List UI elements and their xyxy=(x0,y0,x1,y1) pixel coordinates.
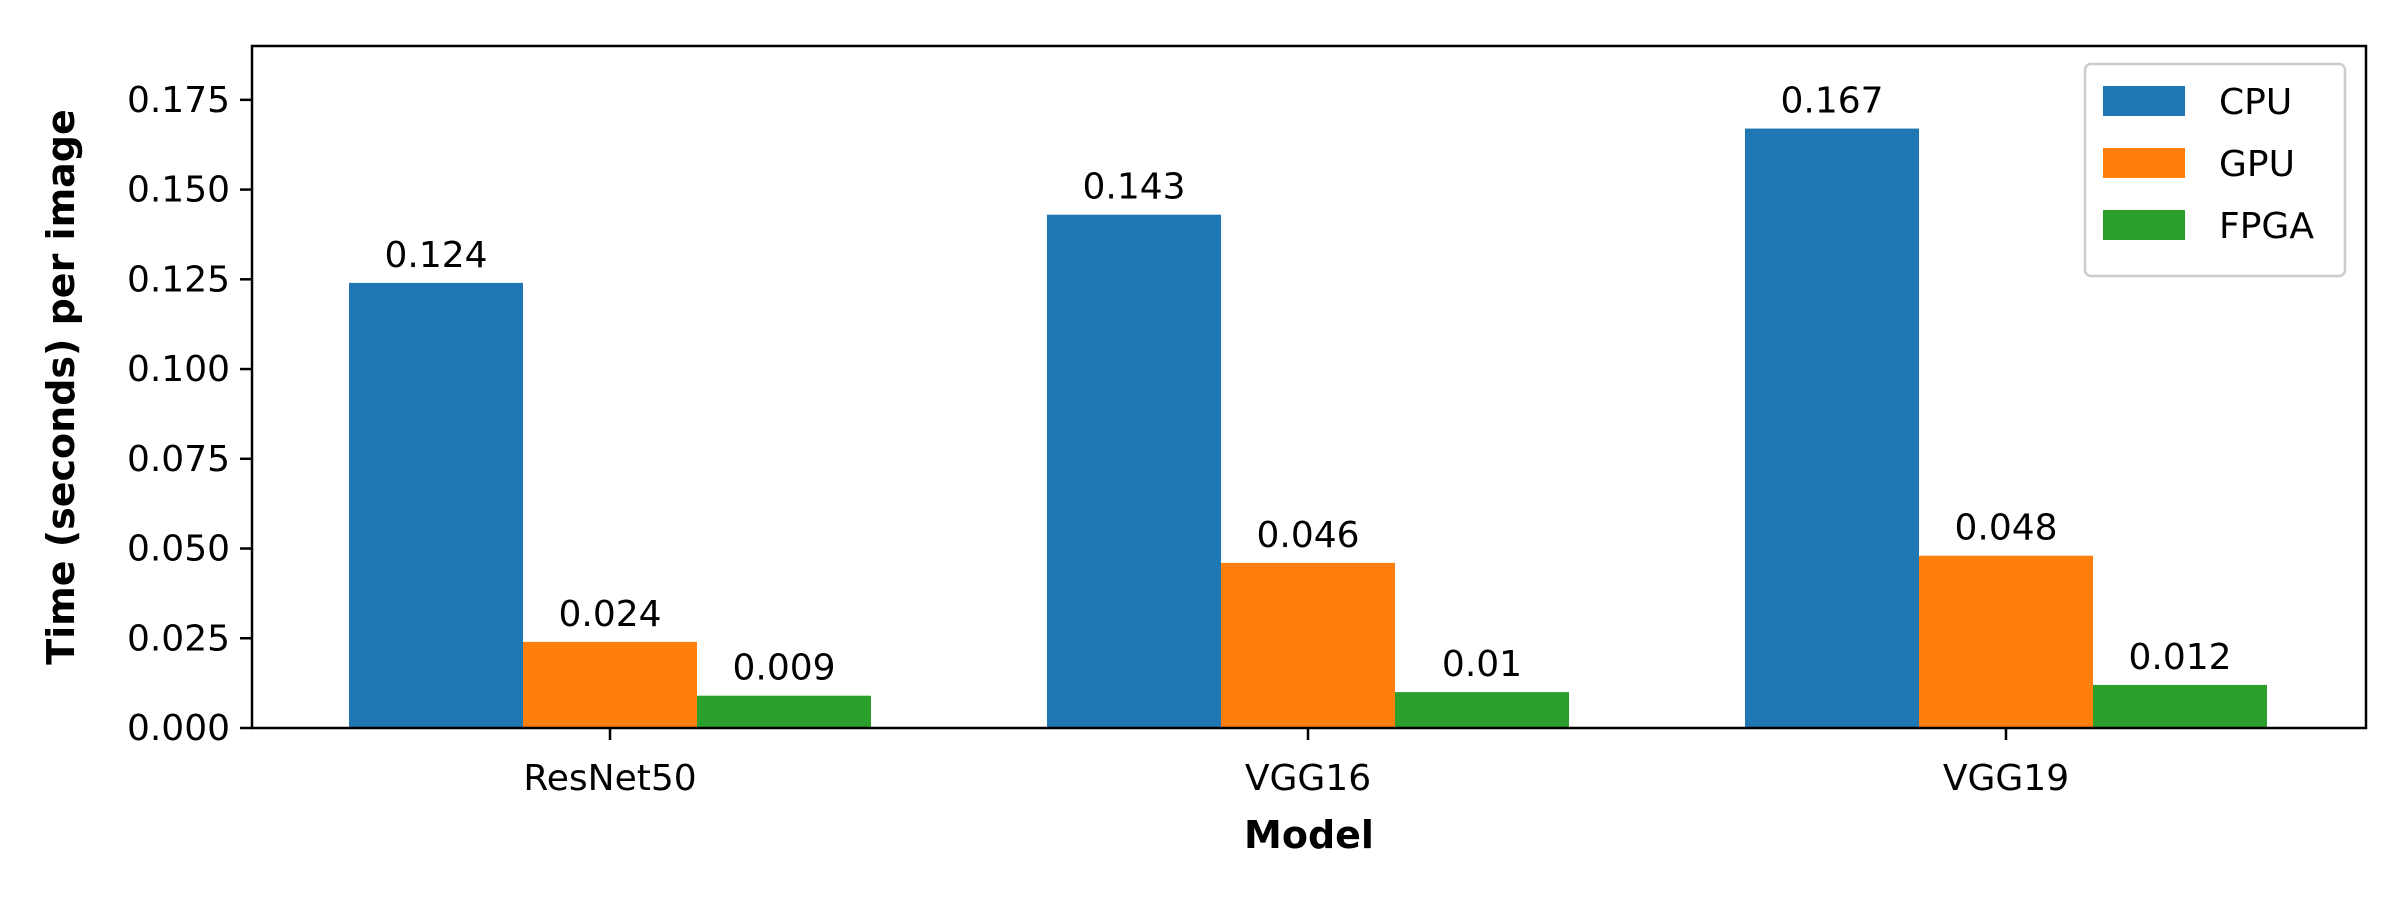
bar-cpu-vgg19 xyxy=(1745,128,1919,729)
legend-swatch-gpu xyxy=(2103,148,2185,178)
bar-cpu-vgg16 xyxy=(1047,214,1221,728)
y-tick-label: 0.175 xyxy=(127,80,230,121)
y-tick-label: 0.150 xyxy=(127,170,230,211)
bar-value-label: 0.124 xyxy=(384,235,487,276)
bar-value-label: 0.024 xyxy=(558,594,661,635)
bar-value-label: 0.046 xyxy=(1256,515,1359,556)
y-tick-label: 0.125 xyxy=(127,259,230,300)
bar-value-label: 0.01 xyxy=(1442,644,1522,685)
x-tick-label: VGG19 xyxy=(1943,758,2069,799)
bar-gpu-resnet50 xyxy=(523,641,697,728)
y-axis-title: Time (seconds) per image xyxy=(39,109,83,665)
bar-value-label: 0.048 xyxy=(1954,508,2057,549)
legend-label-gpu: GPU xyxy=(2219,144,2295,185)
y-tick-label: 0.050 xyxy=(127,529,230,570)
bar-labels-layer: 0.124 0.143 0.167 0.024 0.046 0.048 0.009 0.01 0… xyxy=(384,81,2231,689)
bar-fpga-resnet50 xyxy=(697,695,871,728)
bars-layer xyxy=(349,128,2267,729)
x-axis: ResNet50 VGG16 VGG19 xyxy=(523,728,2069,799)
y-tick-label: 0.075 xyxy=(127,439,230,480)
legend-label-fpga: FPGA xyxy=(2219,206,2314,247)
legend-swatch-fpga xyxy=(2103,210,2185,240)
bar-value-label: 0.143 xyxy=(1082,167,1185,208)
x-axis-title: Model xyxy=(1244,813,1374,857)
legend-swatch-cpu xyxy=(2103,86,2185,116)
y-tick-label: 0.000 xyxy=(127,708,230,749)
x-tick-label: ResNet50 xyxy=(523,758,696,799)
y-axis: 0.000 0.025 0.050 0.075 0.100 0.125 0.150 0.175 xyxy=(127,80,252,749)
bar-fpga-vgg19 xyxy=(2093,684,2267,728)
y-tick-label: 0.100 xyxy=(127,349,230,390)
legend-label-cpu: CPU xyxy=(2219,82,2292,123)
bar-fpga-vgg16 xyxy=(1395,692,1569,728)
bar-value-label: 0.167 xyxy=(1780,81,1883,122)
x-tick-label: VGG16 xyxy=(1245,758,1371,799)
bar-cpu-resnet50 xyxy=(349,282,523,728)
bar-value-label: 0.012 xyxy=(2128,637,2231,678)
bar-gpu-vgg16 xyxy=(1221,562,1395,728)
y-tick-label: 0.025 xyxy=(127,618,230,659)
bar-value-label: 0.009 xyxy=(732,648,835,689)
bar-gpu-vgg19 xyxy=(1919,555,2093,728)
legend: CPU GPU FPGA xyxy=(2083,62,2347,278)
